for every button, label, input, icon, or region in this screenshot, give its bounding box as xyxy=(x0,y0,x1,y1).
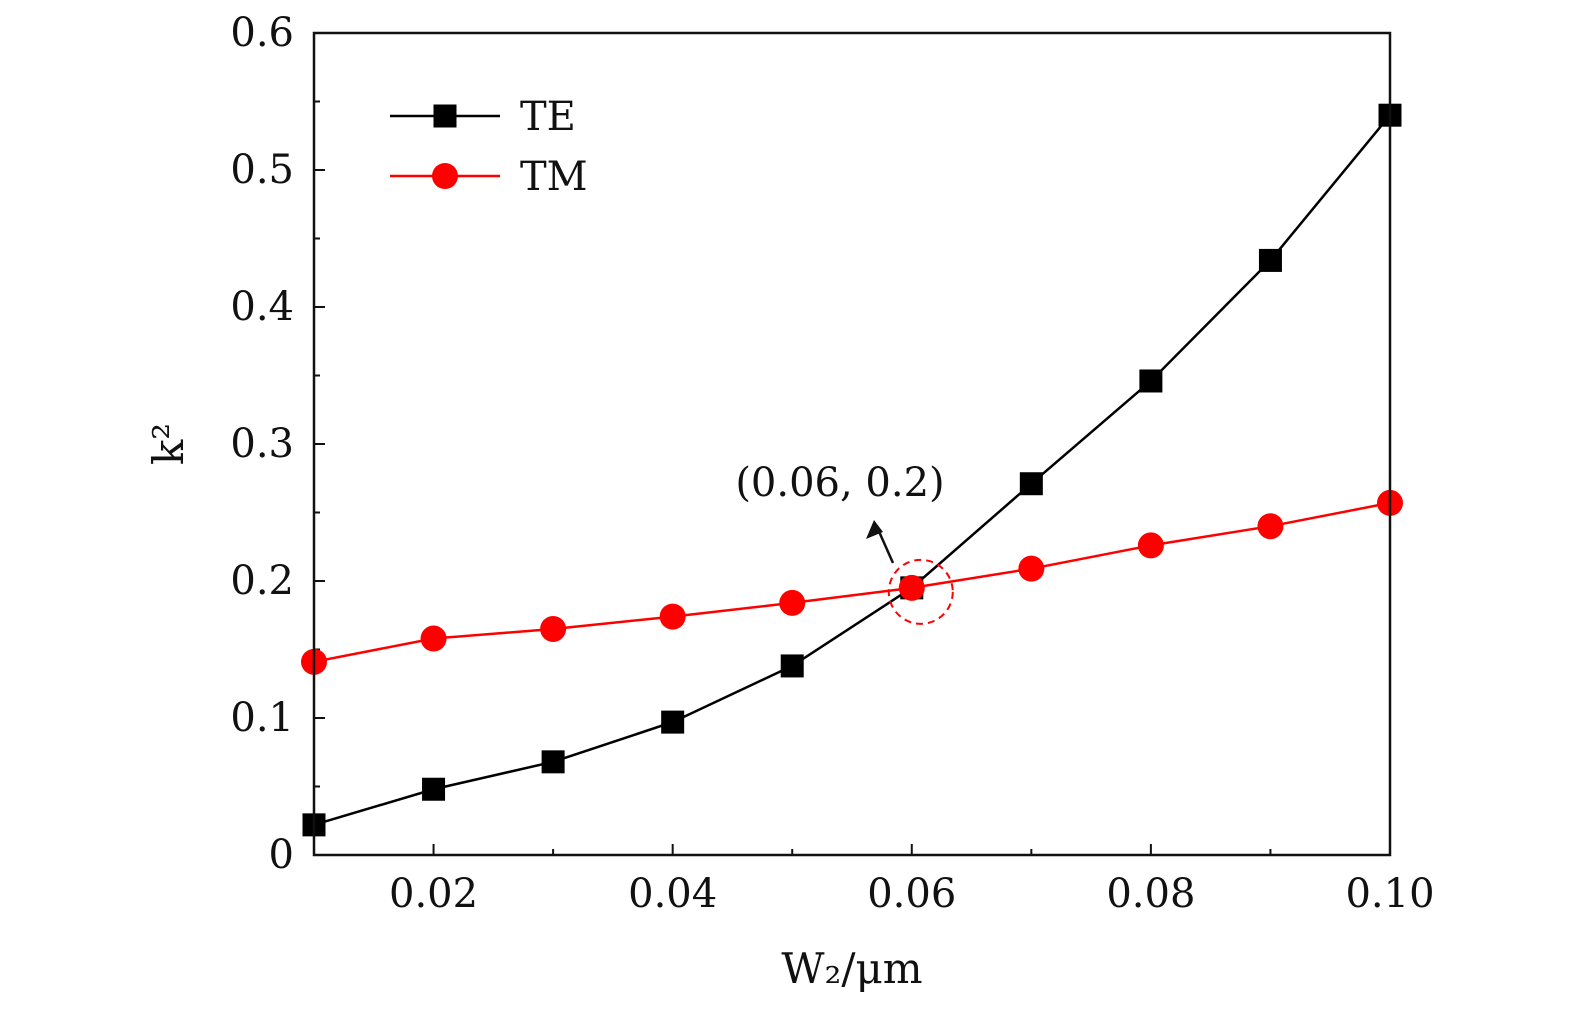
x-tick-labels: 0.02 0.04 0.06 0.08 0.10 xyxy=(389,871,1435,917)
data-point-tm xyxy=(1257,513,1284,540)
y-tick-label: 0.6 xyxy=(230,10,294,56)
series-markers xyxy=(301,103,1403,837)
data-point-tm xyxy=(779,589,806,616)
data-point-tm xyxy=(1137,532,1164,559)
y-tick-label: 0.4 xyxy=(230,284,294,330)
series-lines xyxy=(313,114,1391,827)
y-tick-label: 0.1 xyxy=(230,695,294,741)
x-tick-label: 0.02 xyxy=(389,871,478,917)
x-tick-label: 0.08 xyxy=(1106,871,1195,917)
series-line-tm xyxy=(313,501,1391,664)
data-point-te xyxy=(541,750,565,774)
legend: TE TM xyxy=(390,94,588,200)
annotation-label: (0.06, 0.2) xyxy=(735,460,944,506)
major-ticks xyxy=(314,32,1391,856)
data-point-tm xyxy=(659,603,686,630)
y-tick-label: 0 xyxy=(269,832,294,878)
data-point-te xyxy=(1139,369,1163,393)
y-axis-title: k² xyxy=(144,423,193,465)
plot-frame xyxy=(312,31,1392,857)
y-tick-label: 0.5 xyxy=(230,147,294,193)
data-point-tm xyxy=(420,625,447,652)
legend-marker-te xyxy=(433,104,457,128)
annotation-group: (0.06, 0.2) xyxy=(735,460,954,625)
annotation-arrowhead xyxy=(866,520,883,539)
data-point-te xyxy=(780,654,804,678)
legend-label-te: TE xyxy=(520,94,576,140)
x-tick-label: 0.10 xyxy=(1345,871,1434,917)
data-point-tm xyxy=(540,615,567,642)
data-point-te xyxy=(422,777,446,801)
legend-marker-tm xyxy=(432,163,458,189)
data-point-te xyxy=(1019,472,1043,496)
y-tick-label: 0.2 xyxy=(230,558,294,604)
data-point-tm xyxy=(898,574,925,601)
x-axis-title: W₂/μm xyxy=(781,944,922,993)
highlight-circle xyxy=(887,558,954,625)
data-point-te xyxy=(1258,248,1282,272)
y-tick-labels: 0 0.1 0.2 0.3 0.4 0.5 0.6 xyxy=(230,10,294,878)
data-point-te xyxy=(661,710,685,734)
x-tick-label: 0.06 xyxy=(867,871,956,917)
y-tick-label: 0.3 xyxy=(230,421,294,467)
data-point-tm xyxy=(1018,555,1045,582)
x-tick-label: 0.04 xyxy=(628,871,717,917)
series-line-te xyxy=(313,114,1391,827)
legend-label-tm: TM xyxy=(520,154,588,200)
